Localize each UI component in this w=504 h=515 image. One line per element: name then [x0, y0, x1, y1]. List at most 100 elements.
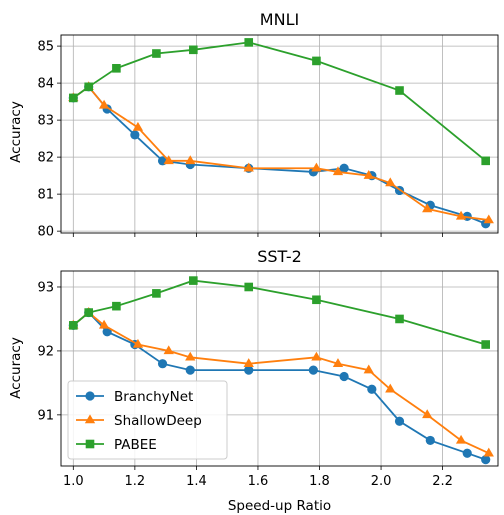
y-tick-label: 81 — [37, 188, 54, 203]
data-point — [189, 45, 198, 55]
data-point — [483, 447, 494, 457]
y-axis-label-mnli: Accuracy — [8, 101, 24, 163]
x-tick-label: 1.0 — [63, 474, 84, 489]
data-point — [395, 314, 404, 324]
data-point — [481, 455, 491, 465]
data-point — [395, 86, 404, 95]
data-point — [243, 358, 254, 367]
data-point — [312, 295, 321, 305]
data-point — [339, 163, 349, 173]
data-point — [462, 448, 472, 458]
x-tick-label: 1.2 — [125, 474, 146, 489]
data-point — [367, 384, 377, 394]
data-point — [243, 162, 254, 172]
x-tick-label: 1.8 — [309, 474, 330, 489]
y-tick-label: 85 — [37, 40, 54, 55]
data-point — [102, 327, 112, 337]
data-point — [339, 371, 349, 382]
data-point — [385, 383, 396, 393]
legend-entry-pabee: PABEE — [76, 437, 157, 453]
x-tick-label: 2.0 — [371, 474, 392, 489]
data-point — [132, 121, 144, 131]
legend-label: ShallowDeep — [114, 413, 202, 429]
x-axis-label: Speed-up Ratio — [228, 498, 331, 514]
data-point — [132, 338, 144, 348]
data-point — [332, 358, 344, 367]
data-point — [312, 56, 321, 66]
y-tick-label: 80 — [37, 225, 54, 240]
axes-frame — [60, 270, 499, 467]
data-point — [394, 416, 405, 426]
data-point — [185, 155, 196, 165]
data-point — [308, 365, 318, 375]
legend-box — [67, 380, 228, 460]
y-tick-label: 93 — [37, 280, 54, 295]
data-point — [112, 64, 121, 73]
data-point — [244, 38, 254, 47]
legend-label: PABEE — [114, 437, 157, 453]
legend-entry-branchynet: BranchyNet — [76, 389, 193, 405]
series-line — [72, 311, 490, 455]
y-tick-label: 91 — [37, 408, 54, 423]
data-point — [332, 166, 344, 176]
data-point — [112, 301, 121, 311]
panel-mnli: MNLI Accuracy 80 81 82 83 84 85 — [8, 10, 499, 240]
data-point — [311, 162, 322, 172]
series-branchynet — [68, 307, 491, 465]
y-axis-label-sst2: Accuracy — [8, 337, 24, 399]
data-point — [84, 82, 93, 92]
data-point — [385, 177, 396, 187]
data-point — [152, 49, 161, 58]
series-pabee — [69, 276, 490, 349]
legend-entry-shallowdeep: ShallowDeep — [76, 413, 202, 429]
data-point — [152, 289, 161, 298]
y-tick-label: 84 — [37, 77, 54, 92]
grid — [61, 35, 498, 233]
x-tick-label: 1.6 — [248, 474, 269, 489]
data-point — [98, 319, 110, 329]
plot-area-sst2: 91 92 93 1.0 1.2 1.4 1.6 1.8 2.0 2.2 BranchyNet Sha… — [37, 270, 499, 489]
axes-frame — [60, 34, 499, 234]
series-line — [72, 85, 489, 221]
data-point — [481, 156, 490, 166]
data-point — [84, 308, 93, 317]
series-line — [72, 85, 487, 225]
legend-marker — [85, 439, 95, 449]
plot-area-mnli: 80 81 82 83 84 85 — [37, 34, 499, 240]
panel-title-mnli: MNLI — [260, 10, 299, 29]
data-point — [422, 409, 433, 419]
data-point — [189, 276, 198, 285]
panel-sst2: SST-2 Accuracy 91 92 93 1.0 1.2 1.4 1.6 1.8 2.0 2… — [8, 247, 499, 514]
data-point — [157, 359, 168, 369]
data-point — [481, 340, 490, 349]
legend-marker — [84, 414, 96, 424]
data-point — [163, 155, 174, 165]
data-point — [244, 365, 254, 375]
panel-title-sst2: SST-2 — [257, 247, 302, 266]
data-point — [185, 365, 195, 375]
data-point — [130, 130, 140, 140]
data-point — [98, 99, 110, 109]
data-point — [311, 351, 322, 361]
legend-marker — [85, 391, 95, 401]
series-line — [72, 311, 486, 461]
data-point — [163, 345, 174, 355]
legend: BranchyNet ShallowDeep PABEE — [67, 380, 228, 460]
series-pabee — [69, 38, 490, 166]
data-point — [363, 170, 374, 179]
x-tick-label: 2.2 — [432, 474, 453, 489]
data-point — [455, 434, 467, 444]
data-point — [185, 351, 196, 361]
x-tick-label: 1.4 — [186, 474, 207, 489]
data-point — [69, 321, 78, 330]
data-point — [244, 282, 254, 292]
data-point — [425, 435, 435, 446]
data-point — [483, 214, 494, 224]
data-point — [69, 93, 78, 103]
data-point — [363, 364, 374, 374]
y-tick-label: 82 — [37, 151, 54, 166]
y-tick-label: 83 — [37, 114, 54, 129]
data-point — [455, 210, 467, 220]
legend-label: BranchyNet — [114, 389, 193, 405]
